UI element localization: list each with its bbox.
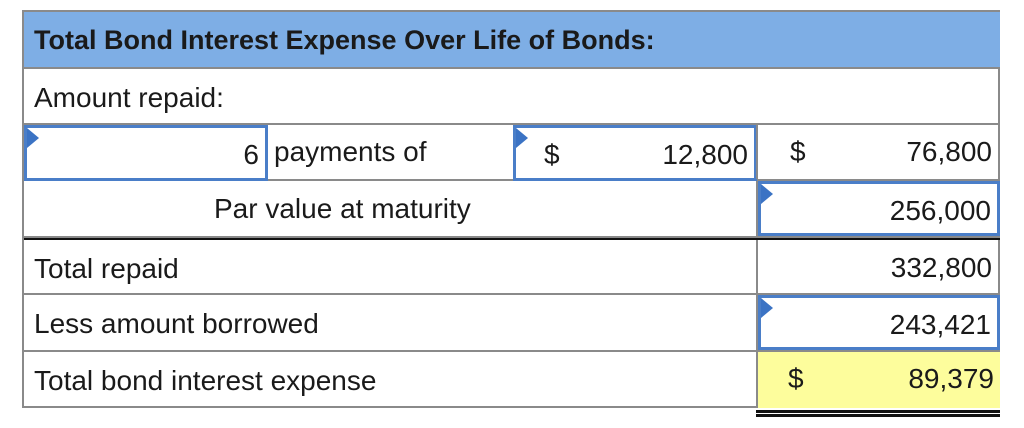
interest-expense-table: Total Bond Interest Expense Over Life of…: [22, 10, 1000, 417]
less-borrowed-label: Less amount borrowed: [34, 308, 319, 339]
interest-expense-row: Total bond interest expense $ 89,379: [24, 352, 1000, 417]
input-marker-icon: [761, 184, 773, 204]
total-repaid-value: 332,800: [890, 252, 992, 283]
amount-repaid-label: Amount repaid:: [34, 82, 224, 113]
amount-repaid-row: Amount repaid:: [24, 69, 1000, 125]
payment-amount-value: 12,800: [662, 139, 748, 170]
interest-expense-result: $ 89,379: [758, 352, 1000, 408]
currency-symbol: $: [544, 139, 560, 170]
payment-count-input[interactable]: 6: [24, 125, 268, 181]
input-marker-icon: [516, 128, 528, 148]
double-underline: [756, 410, 1000, 417]
currency-symbol: $: [790, 136, 806, 167]
table-header: Total Bond Interest Expense Over Life of…: [24, 12, 1000, 69]
par-value-label: Par value at maturity: [214, 193, 471, 224]
less-borrowed-row: Less amount borrowed 243,421: [24, 295, 1000, 352]
payment-amount-input[interactable]: $ 12,800: [513, 125, 757, 181]
interest-expense-label: Total bond interest expense: [34, 365, 377, 396]
input-marker-icon: [761, 298, 773, 318]
par-value-row: Par value at maturity 256,000: [24, 181, 1000, 238]
total-repaid-label: Total repaid: [34, 253, 179, 284]
payments-total-value: 76,800: [906, 136, 992, 167]
amount-borrowed-value: 243,421: [889, 309, 991, 340]
currency-symbol: $: [788, 363, 804, 394]
payments-row: 6 payments of $ 12,800 $ 76,800: [24, 125, 1000, 181]
input-marker-icon: [27, 128, 39, 148]
amount-borrowed-input[interactable]: 243,421: [758, 295, 1000, 350]
interest-expense-value: 89,379: [908, 363, 994, 394]
table-title: Total Bond Interest Expense Over Life of…: [34, 25, 655, 55]
total-repaid-row: Total repaid 332,800: [24, 238, 1000, 295]
par-value-input[interactable]: 256,000: [758, 181, 1000, 236]
par-value-value: 256,000: [889, 195, 991, 226]
payments-of-label: payments of: [274, 136, 427, 167]
